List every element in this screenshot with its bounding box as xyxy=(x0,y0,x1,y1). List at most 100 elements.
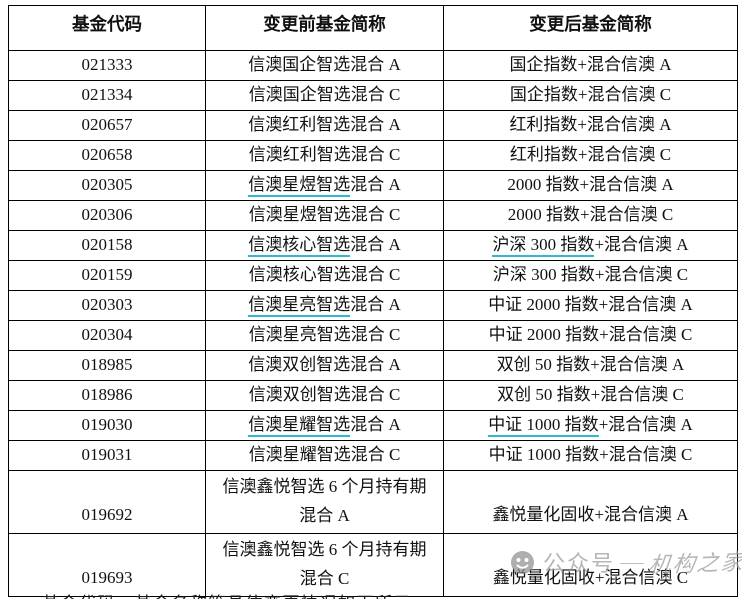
name-text: +混合信澳 A xyxy=(594,235,689,255)
name-text: 2000 指数+混合信澳 A xyxy=(507,175,674,195)
cell-fund-code: 019030 xyxy=(8,410,206,441)
name-text: +混合信澳 A xyxy=(598,415,693,435)
table-row: 020159 信澳核心智选混合 C 沪深 300 指数+混合信澳 C xyxy=(8,260,738,291)
cell-before-name: 信澳红利智选混合 C xyxy=(205,140,444,171)
cell-after-name: 沪深 300 指数+混合信澳 C xyxy=(443,260,738,291)
table-row: 020306 信澳星煜智选混合 C 2000 指数+混合信澳 C xyxy=(8,200,738,231)
table-row: 019031 信澳星耀智选混合 C 中证 1000 指数+混合信澳 C xyxy=(8,440,738,471)
name-text: 信澳鑫悦智选 6 个月持有期混合 C xyxy=(222,539,427,588)
underlined-segment: 信澳星煜智选 xyxy=(248,175,351,198)
cell-after-name: 中证 2000 指数+混合信澳 C xyxy=(443,320,738,351)
cell-before-name: 信澳星亮智选混合 A xyxy=(205,290,444,321)
cell-fund-code: 021333 xyxy=(8,50,206,81)
table-row: 020658 信澳红利智选混合 C 红利指数+混合信澳 C xyxy=(8,140,738,171)
cell-fund-code: 020305 xyxy=(8,170,206,201)
header-row: 基金代码 变更前基金简称 变更后基金简称 xyxy=(8,5,738,51)
table-row: 021334 信澳国企智选混合 C 国企指数+混合信澳 C xyxy=(8,80,738,111)
name-text: 中证 1000 指数+混合信澳 C xyxy=(488,445,693,465)
cell-after-name: 双创 50 指数+混合信澳 A xyxy=(443,350,738,381)
table-row: 018985 信澳双创智选混合 A 双创 50 指数+混合信澳 A xyxy=(8,350,738,381)
cell-after-name: 鑫悦量化固收+混合信澳 C xyxy=(443,532,738,597)
header-cell-after-name: 变更后基金简称 xyxy=(443,5,738,51)
table-row: 018986 信澳双创智选混合 C 双创 50 指数+混合信澳 C xyxy=(8,380,738,411)
name-text: 红利指数+混合信澳 A xyxy=(509,115,672,135)
cell-before-name: 信澳国企智选混合 C xyxy=(205,80,444,111)
cell-fund-code: 020657 xyxy=(8,110,206,141)
underlined-segment: 信澳星耀智选 xyxy=(248,415,351,438)
fund-rename-table-wrap: 基金代码 变更前基金简称 变更后基金简称 021333 信澳国企智选混合 A 国… xyxy=(8,5,738,597)
name-text: 信澳星耀智选混合 C xyxy=(248,445,401,465)
name-text: 中证 2000 指数+混合信澳 A xyxy=(488,295,693,315)
underlined-segment: 信澳星亮智选 xyxy=(248,295,351,318)
cell-after-name: 2000 指数+混合信澳 A xyxy=(443,170,738,201)
cell-after-name: 国企指数+混合信澳 A xyxy=(443,50,738,81)
cell-fund-code: 020304 xyxy=(8,320,206,351)
cell-after-name: 中证 2000 指数+混合信澳 A xyxy=(443,290,738,321)
name-text: 混合 A xyxy=(350,415,401,435)
cell-before-name: 信澳双创智选混合 A xyxy=(205,350,444,381)
header-cell-fund-code: 基金代码 xyxy=(8,5,206,51)
name-text: 双创 50 指数+混合信澳 A xyxy=(496,355,685,375)
cell-after-name: 红利指数+混合信澳 C xyxy=(443,140,738,171)
cell-after-name: 双创 50 指数+混合信澳 C xyxy=(443,380,738,411)
name-text: 信澳国企智选混合 A xyxy=(248,55,401,75)
table-row: 019692 信澳鑫悦智选 6 个月持有期混合 A 鑫悦量化固收+混合信澳 A xyxy=(8,470,738,534)
name-text: 信澳核心智选混合 C xyxy=(248,265,401,285)
cell-fund-code: 019692 xyxy=(8,470,206,534)
name-text: 2000 指数+混合信澳 C xyxy=(507,205,674,225)
table-row: 021333 信澳国企智选混合 A 国企指数+混合信澳 A xyxy=(8,50,738,81)
name-text: 信澳星煜智选混合 C xyxy=(248,205,401,225)
name-text: 信澳红利智选混合 C xyxy=(248,145,401,165)
cell-fund-code: 018985 xyxy=(8,350,206,381)
cell-fund-code: 020159 xyxy=(8,260,206,291)
cell-after-name: 中证 1000 指数+混合信澳 A xyxy=(443,410,738,441)
table-row: 019030 信澳星耀智选混合 A 中证 1000 指数+混合信澳 A xyxy=(8,410,738,441)
cell-after-name: 沪深 300 指数+混合信澳 A xyxy=(443,230,738,261)
cell-before-name: 信澳星煜智选混合 A xyxy=(205,170,444,201)
name-text: 混合 A xyxy=(350,295,401,315)
name-text: 双创 50 指数+混合信澳 C xyxy=(497,385,684,405)
header-cell-before-name: 变更前基金简称 xyxy=(205,5,444,51)
cell-before-name: 信澳星亮智选混合 C xyxy=(205,320,444,351)
cell-after-name: 鑫悦量化固收+混合信澳 A xyxy=(443,470,738,534)
table-header: 基金代码 变更前基金简称 变更后基金简称 xyxy=(8,5,738,51)
table-row: 020304 信澳星亮智选混合 C 中证 2000 指数+混合信澳 C xyxy=(8,320,738,351)
cell-before-name: 信澳鑫悦智选 6 个月持有期混合 A xyxy=(205,470,444,534)
fund-rename-table: 基金代码 变更前基金简称 变更后基金简称 021333 信澳国企智选混合 A 国… xyxy=(8,5,738,597)
name-text: 红利指数+混合信澳 C xyxy=(509,145,672,165)
table-row: 020158 信澳核心智选混合 A 沪深 300 指数+混合信澳 A xyxy=(8,230,738,261)
cell-after-name: 国企指数+混合信澳 C xyxy=(443,80,738,111)
name-text: 信澳国企智选混合 C xyxy=(248,85,401,105)
cell-fund-code: 020158 xyxy=(8,230,206,261)
name-text: 鑫悦量化固收+混合信澳 A xyxy=(492,504,689,524)
cell-after-name: 中证 1000 指数+混合信澳 C xyxy=(443,440,738,471)
cell-fund-code: 020658 xyxy=(8,140,206,171)
cell-before-name: 信澳星耀智选混合 C xyxy=(205,440,444,471)
clipped-caption-text: 基金代码、基金名称等具体变更情况如下所示 xyxy=(42,589,412,599)
cell-before-name: 信澳国企智选混合 A xyxy=(205,50,444,81)
table-row: 020305 信澳星煜智选混合 A 2000 指数+混合信澳 A xyxy=(8,170,738,201)
cell-fund-code: 019031 xyxy=(8,440,206,471)
cell-fund-code: 019693 xyxy=(8,532,206,597)
name-text: 国企指数+混合信澳 A xyxy=(509,55,672,75)
cell-fund-code: 020306 xyxy=(8,200,206,231)
cell-before-name: 信澳双创智选混合 C xyxy=(205,380,444,411)
cell-before-name: 信澳星耀智选混合 A xyxy=(205,410,444,441)
cell-before-name: 信澳红利智选混合 A xyxy=(205,110,444,141)
table-row: 019693 信澳鑫悦智选 6 个月持有期混合 C 鑫悦量化固收+混合信澳 C xyxy=(8,532,738,597)
cell-fund-code: 018986 xyxy=(8,380,206,411)
name-text: 信澳双创智选混合 A xyxy=(248,355,401,375)
name-text: 信澳星亮智选混合 C xyxy=(248,325,401,345)
name-text: 鑫悦量化固收+混合信澳 C xyxy=(492,567,689,587)
cell-fund-code: 021334 xyxy=(8,80,206,111)
name-text: 混合 A xyxy=(350,175,401,195)
table-row: 020657 信澳红利智选混合 A 红利指数+混合信澳 A xyxy=(8,110,738,141)
table-body: 021333 信澳国企智选混合 A 国企指数+混合信澳 A 021334 信澳国… xyxy=(8,50,738,597)
name-text: 沪深 300 指数+混合信澳 C xyxy=(492,265,689,285)
table-row: 020303 信澳星亮智选混合 A 中证 2000 指数+混合信澳 A xyxy=(8,290,738,321)
underlined-segment: 中证 1000 指数 xyxy=(488,415,599,438)
cell-fund-code: 020303 xyxy=(8,290,206,321)
name-text: 信澳红利智选混合 A xyxy=(248,115,401,135)
name-text: 混合 A xyxy=(350,235,401,255)
name-text: 国企指数+混合信澳 C xyxy=(509,85,672,105)
